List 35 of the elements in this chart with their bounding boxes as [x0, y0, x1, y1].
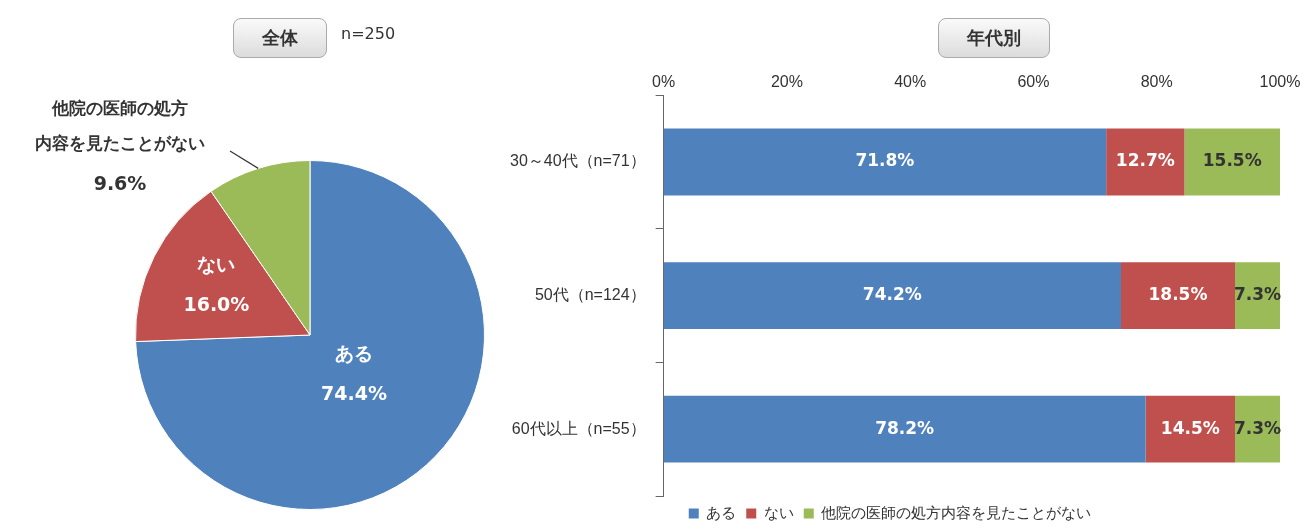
bar: [663, 395, 1146, 463]
legend-label: 他院の医師の処方内容を見たことがない: [821, 503, 1092, 521]
x-tick-label: 60%: [1017, 73, 1050, 91]
chart-subtitle: n=250: [341, 24, 396, 43]
data-label: 16.0%: [183, 292, 250, 315]
x-tick-label: 20%: [770, 73, 803, 91]
slice-label: ない: [197, 252, 236, 275]
y-tick-label: 60代以上（n=55）: [511, 419, 646, 437]
y-tick-label: 30～40代（n=71）: [509, 152, 646, 170]
x-tick-label: 100%: [1259, 73, 1301, 91]
bar: [1106, 128, 1185, 196]
data-label: 9.6%: [93, 171, 147, 194]
bar: [1120, 262, 1236, 329]
data-label: 71.8%: [855, 150, 915, 171]
bar: [1184, 128, 1280, 196]
slice-label: ある: [334, 342, 373, 365]
bar: [663, 262, 1121, 329]
x-tick-label: 0%: [652, 73, 676, 91]
data-label: 18.5%: [1148, 284, 1208, 305]
chart-title: 全体: [233, 18, 327, 58]
data-label: 12.7%: [1115, 150, 1175, 171]
x-tick-label: 40%: [894, 73, 927, 91]
data-label: 14.5%: [1160, 417, 1220, 438]
legend-label: ない: [763, 503, 794, 521]
bar: [663, 128, 1107, 196]
data-label: 78.2%: [875, 417, 935, 438]
x-tick-label: 80%: [1140, 73, 1173, 91]
slice-label: 他院の医師の処方内容を見たことがない: [35, 98, 205, 154]
y-tick-label: 50代（n=124）: [534, 286, 646, 304]
data-label: 15.5%: [1202, 150, 1262, 171]
bar: [1145, 395, 1236, 463]
data-label: 74.4%: [321, 382, 387, 405]
chart-title: 年代別: [938, 18, 1050, 58]
data-label: 74.2%: [862, 284, 922, 305]
legend-label: ある: [706, 503, 737, 521]
